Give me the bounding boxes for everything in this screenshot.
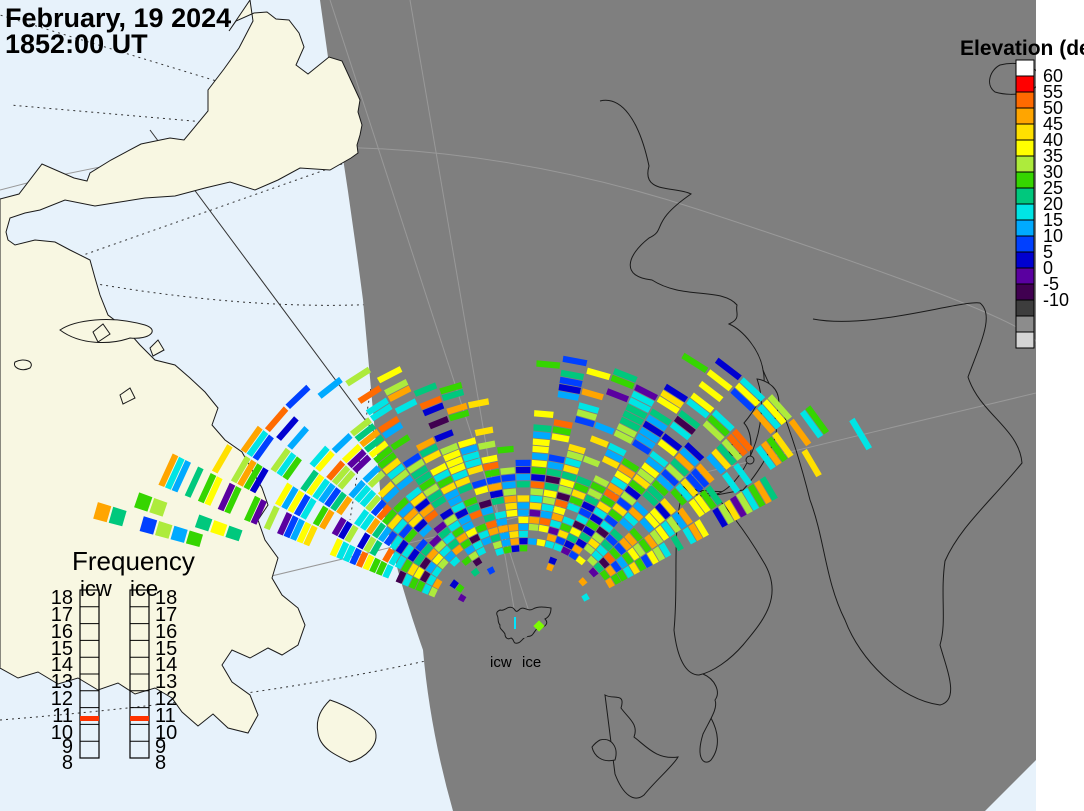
svg-text:8: 8 bbox=[62, 752, 73, 774]
svg-text:1852:00 UT: 1852:00 UT bbox=[5, 29, 148, 59]
svg-text:ice: ice bbox=[522, 654, 541, 671]
svg-text:icw: icw bbox=[490, 654, 512, 671]
svg-text:Frequency: Frequency bbox=[72, 546, 195, 576]
svg-text:ice: ice bbox=[130, 576, 158, 601]
svg-text:Elevation (deg): Elevation (deg) bbox=[960, 37, 1084, 60]
svg-text:icw: icw bbox=[80, 576, 112, 601]
svg-text:-10: -10 bbox=[1043, 290, 1069, 310]
svg-text:8: 8 bbox=[155, 752, 166, 774]
